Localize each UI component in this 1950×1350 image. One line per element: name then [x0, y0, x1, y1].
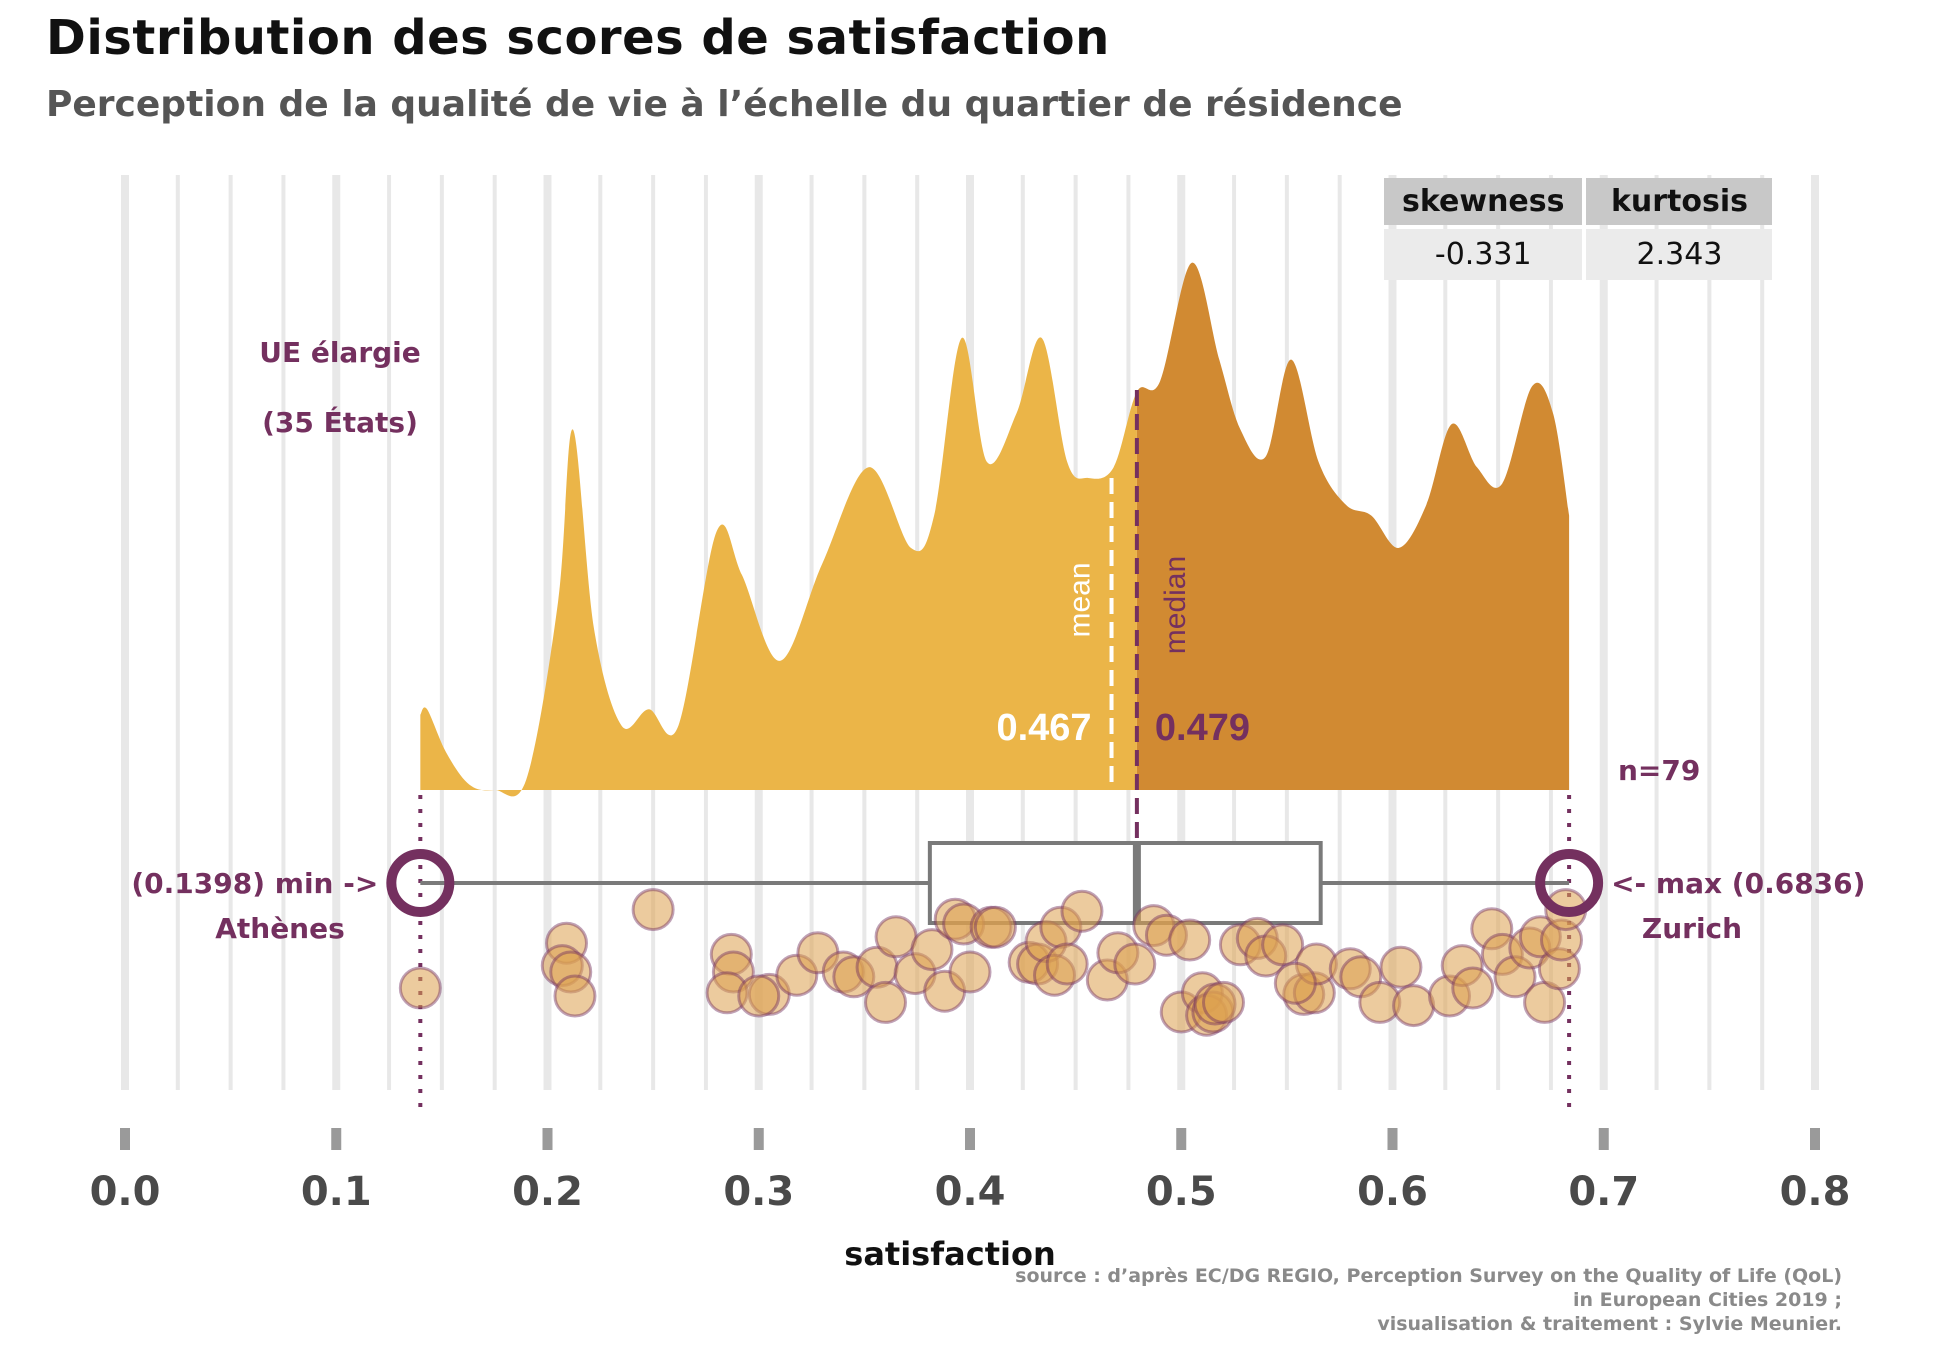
data-point — [864, 980, 907, 1024]
caption-line: visualisation & traitement : Sylvie Meun… — [1377, 1313, 1842, 1335]
density-area-below-median — [420, 337, 1137, 797]
source-caption: source : d’après EC/DG REGIO, Perception… — [1015, 1264, 1842, 1336]
data-point — [1273, 961, 1317, 1005]
median-value-label: 0.479 — [1155, 707, 1250, 749]
max-label: <- max (0.6836) — [1611, 867, 1865, 900]
max-marker — [1535, 849, 1604, 917]
data-point — [737, 974, 781, 1018]
data-point — [948, 950, 992, 994]
min-marker — [386, 849, 455, 917]
x-tick-label: 0.6 — [1357, 1169, 1428, 1215]
data-point — [973, 905, 1017, 949]
data-point — [1113, 942, 1157, 986]
stats-header-skewness: skewness — [1384, 178, 1583, 225]
data-point — [1045, 942, 1089, 986]
data-point — [553, 974, 597, 1018]
data-point — [1392, 984, 1436, 1028]
min-city-label: Athènes — [215, 912, 345, 945]
data-point — [1451, 966, 1495, 1010]
box-iqr — [927, 841, 1323, 925]
stats-value-kurtosis: 2.343 — [1586, 229, 1773, 280]
x-tick-label: 0.1 — [301, 1169, 372, 1215]
x-tick-label: 0.8 — [1780, 1169, 1851, 1215]
x-tick-label: 0.2 — [512, 1169, 583, 1215]
data-point — [398, 966, 442, 1010]
x-tick-label: 0.0 — [90, 1169, 161, 1215]
data-point — [1060, 889, 1104, 933]
chart-title: Distribution des scores de satisfaction — [46, 10, 1110, 66]
stats-header-kurtosis: kurtosis — [1586, 178, 1773, 225]
x-tick-label: 0.4 — [935, 1169, 1006, 1215]
caption-line: in European Cities 2019 ; — [1573, 1289, 1842, 1311]
data-point — [1261, 923, 1305, 967]
mean-label: mean — [1064, 562, 1097, 637]
median-label: median — [1159, 556, 1192, 654]
data-point — [874, 915, 918, 959]
data-point — [1202, 980, 1245, 1024]
n-label: n=79 — [1618, 754, 1700, 787]
group-label-line: UE élargie — [259, 336, 421, 369]
data-point — [1168, 918, 1212, 962]
mean-value-label: 0.467 — [996, 707, 1091, 749]
caption-line: source : d’après EC/DG REGIO, Perception… — [1015, 1265, 1842, 1287]
data-point — [1523, 980, 1567, 1024]
density-area-above-median — [1136, 262, 1570, 790]
stats-table: skewness kurtosis -0.331 2.343 — [1380, 174, 1776, 284]
group-label-line: (35 États) — [262, 405, 418, 439]
x-tick-label: 0.5 — [1146, 1169, 1217, 1215]
data-point — [631, 888, 675, 932]
stats-value-skewness: -0.331 — [1384, 229, 1583, 280]
min-label: (0.1398) min -> — [131, 867, 378, 900]
data-point — [910, 928, 954, 972]
chart-subtitle: Perception de la qualité de vie à l’éche… — [46, 84, 1403, 125]
data-point — [1379, 945, 1423, 989]
x-axis-title: satisfaction — [844, 1235, 1055, 1273]
max-city-label: Zurich — [1642, 912, 1742, 945]
x-tick-label: 0.3 — [723, 1169, 794, 1215]
x-tick-label: 0.7 — [1568, 1169, 1639, 1215]
